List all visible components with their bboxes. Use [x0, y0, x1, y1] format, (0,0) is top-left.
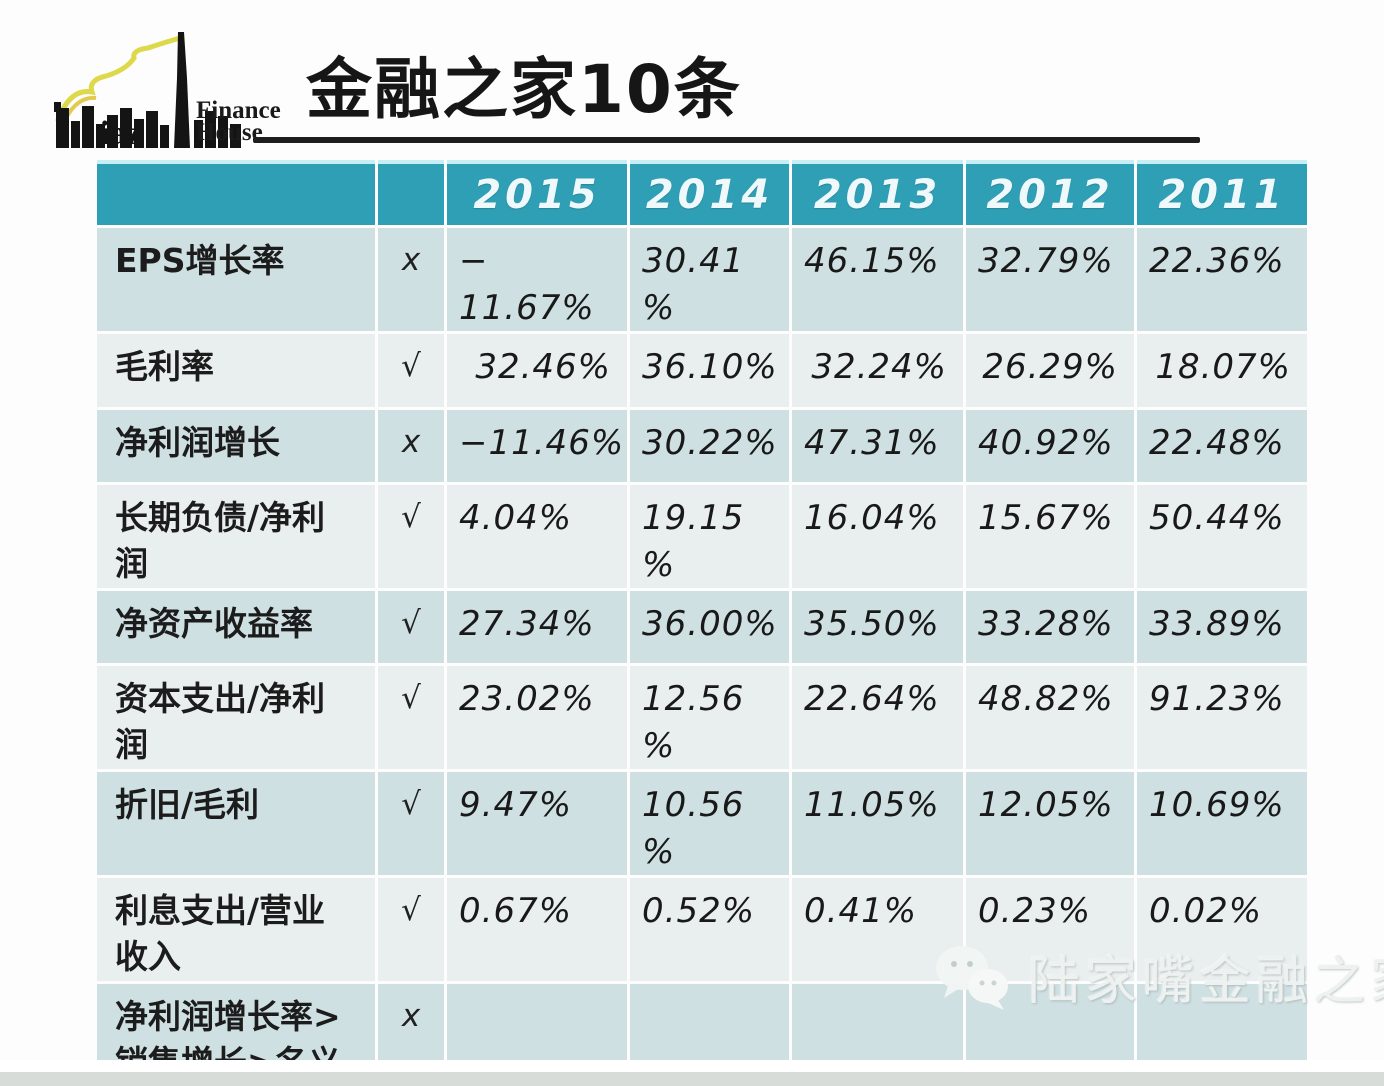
table-row-capex: 资本支出/净利润 √ 23.02% 12.56 % 22.64% 48.82% … — [97, 666, 1307, 769]
value-cell — [966, 984, 1134, 1062]
year-header-2012: 2012 — [966, 160, 1134, 225]
flag-cell: √ — [378, 878, 444, 981]
year-header-2015: 2015 — [447, 160, 627, 225]
row-label: 净利润增长率>销售增长>名义 — [97, 984, 375, 1062]
value-cell: 16.04% — [792, 485, 963, 588]
page-title: 金融之家10条 — [306, 51, 742, 128]
value-cell: 19.15 % — [630, 485, 789, 588]
value-cell: 47.31% — [792, 410, 963, 482]
row-label: 长期负债/净利润 — [97, 485, 375, 588]
row-label: 净资产收益率 — [97, 591, 375, 663]
value-cell: 91.23% — [1137, 666, 1307, 769]
value-cell: 23.02% — [447, 666, 627, 769]
table-row-eps-growth: EPS增长率 x − 11.67% 30.41 % 46.15% 32.79% … — [97, 228, 1307, 331]
table-row-longterm-debt: 长期负债/净利润 √ 4.04% 19.15 % 16.04% 15.67% 5… — [97, 485, 1307, 588]
financial-metrics-table: 2015 2014 2013 2012 2011 EPS增长率 x − 11.6… — [97, 160, 1307, 1062]
value-cell: 10.56 % — [630, 772, 789, 875]
value-cell: 0.67% — [447, 878, 627, 981]
table-header-row: 2015 2014 2013 2012 2011 — [97, 160, 1307, 225]
flag-cell: √ — [378, 591, 444, 663]
value-cell: 22.48% — [1137, 410, 1307, 482]
value-cell — [447, 984, 627, 1062]
value-cell: 12.05% — [966, 772, 1134, 875]
table-row-gross-margin: 毛利率 √ 32.46% 36.10% 32.24% 26.29% 18.07% — [97, 334, 1307, 407]
flag-cell: √ — [378, 772, 444, 875]
value-cell: 15.67% — [966, 485, 1134, 588]
value-cell — [630, 984, 789, 1062]
value-cell: 22.36% — [1137, 228, 1307, 331]
logo-house-text: House — [196, 119, 263, 146]
row-label: 净利润增长 — [97, 410, 375, 482]
skyline-logo-graphic: iaz Finance House — [54, 32, 281, 152]
value-cell — [1137, 984, 1307, 1062]
value-cell: 30.41 % — [630, 228, 789, 331]
logo-finance-text: Finance — [196, 97, 281, 124]
value-cell: −11.46% — [447, 410, 627, 482]
value-cell: 33.89% — [1137, 591, 1307, 663]
flag-cell: √ — [378, 666, 444, 769]
flag-cell: x — [378, 984, 444, 1062]
value-cell: 46.15% — [792, 228, 963, 331]
year-header-2011: 2011 — [1137, 160, 1307, 225]
table-row-interest-expense: 利息支出/营业收入 √ 0.67% 0.52% 0.41% 0.23% 0.02… — [97, 878, 1307, 981]
value-cell: 30.22% — [630, 410, 789, 482]
value-cell: 18.07% — [1137, 334, 1307, 407]
finance-house-logo: iaz Finance House — [8, 18, 308, 158]
skyline-buildings — [54, 32, 241, 148]
value-cell: 9.47% — [447, 772, 627, 875]
year-header-2013: 2013 — [792, 160, 963, 225]
logo-letters: iaz — [100, 115, 142, 152]
bottom-gray-band — [0, 1072, 1384, 1086]
bottom-white-strip — [0, 1060, 1384, 1072]
flag-cell: x — [378, 410, 444, 482]
row-label: 资本支出/净利润 — [97, 666, 375, 769]
row-label: 毛利率 — [97, 334, 375, 407]
table-row-profit-vs-sales-growth: 净利润增长率>销售增长>名义 x — [97, 984, 1307, 1062]
table-row-net-profit-growth: 净利润增长 x −11.46% 30.22% 47.31% 40.92% 22.… — [97, 410, 1307, 482]
flag-cell: √ — [378, 485, 444, 588]
value-cell: 0.52% — [630, 878, 789, 981]
value-cell: 48.82% — [966, 666, 1134, 769]
value-cell: 4.04% — [447, 485, 627, 588]
value-cell: 22.64% — [792, 666, 963, 769]
value-cell: 32.24% — [792, 334, 963, 407]
value-cell: 35.50% — [792, 591, 963, 663]
row-label: EPS增长率 — [97, 228, 375, 331]
value-cell: 26.29% — [966, 334, 1134, 407]
table-row-depreciation: 折旧/毛利 √ 9.47% 10.56 % 11.05% 12.05% 10.6… — [97, 772, 1307, 875]
header-empty-flag-cell — [378, 160, 444, 225]
value-cell: − 11.67% — [447, 228, 627, 331]
value-cell: 0.02% — [1137, 878, 1307, 981]
row-label: 利息支出/营业收入 — [97, 878, 375, 981]
value-cell: 33.28% — [966, 591, 1134, 663]
value-cell: 11.05% — [792, 772, 963, 875]
value-cell: 32.46% — [447, 334, 627, 407]
flag-cell: √ — [378, 334, 444, 407]
value-cell: 50.44% — [1137, 485, 1307, 588]
value-cell — [792, 984, 963, 1062]
year-header-2014: 2014 — [630, 160, 789, 225]
value-cell: 40.92% — [966, 410, 1134, 482]
header-empty-label-cell — [97, 160, 375, 225]
yellow-curve — [55, 35, 183, 123]
title-underline — [253, 137, 1200, 143]
value-cell: 10.69% — [1137, 772, 1307, 875]
value-cell: 12.56 % — [630, 666, 789, 769]
flag-cell: x — [378, 228, 444, 331]
value-cell: 36.00% — [630, 591, 789, 663]
value-cell: 36.10% — [630, 334, 789, 407]
value-cell: 27.34% — [447, 591, 627, 663]
value-cell: 0.41% — [792, 878, 963, 981]
row-label: 折旧/毛利 — [97, 772, 375, 875]
value-cell: 0.23% — [966, 878, 1134, 981]
value-cell: 32.79% — [966, 228, 1134, 331]
table-row-roe: 净资产收益率 √ 27.34% 36.00% 35.50% 33.28% 33.… — [97, 591, 1307, 663]
